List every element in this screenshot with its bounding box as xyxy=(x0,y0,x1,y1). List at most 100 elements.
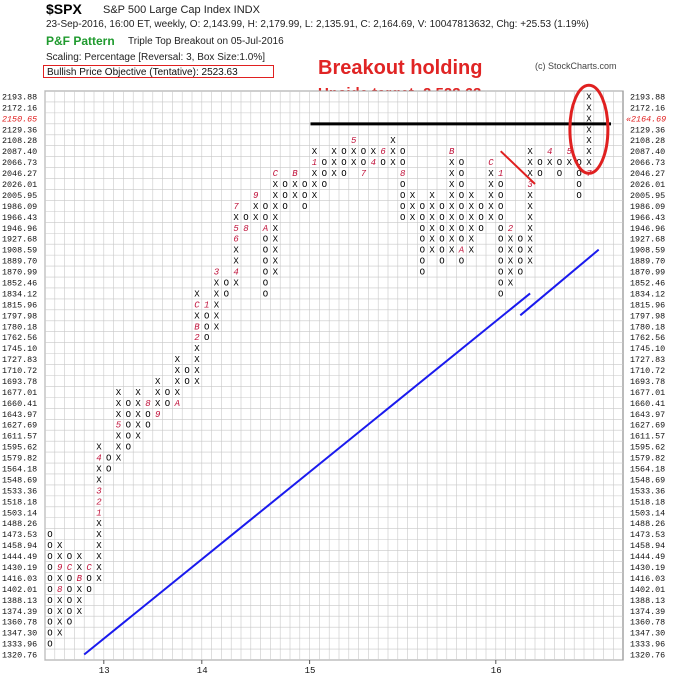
y-tick-label-left: 1727.83 xyxy=(2,355,37,365)
y-tick-label-right: 2193.88 xyxy=(630,92,665,102)
x-box: X xyxy=(586,125,592,135)
o-box: O xyxy=(478,224,483,234)
y-tick-label-left: 1660.41 xyxy=(2,399,37,409)
x-box: X xyxy=(194,344,200,354)
o-box: O xyxy=(282,180,287,190)
x-box: X xyxy=(449,191,455,201)
x-box: X xyxy=(194,355,200,365)
month-marker: C xyxy=(67,563,73,573)
o-box: O xyxy=(341,147,346,157)
o-box: O xyxy=(86,585,91,595)
x-box: X xyxy=(175,366,181,376)
month-marker: 4 xyxy=(233,268,238,278)
x-box: X xyxy=(194,311,200,321)
x-box: X xyxy=(586,136,592,146)
x-box: X xyxy=(449,180,455,190)
month-marker: 2 xyxy=(508,224,514,234)
o-box: O xyxy=(420,268,425,278)
month-marker: B xyxy=(292,169,298,179)
x-box: X xyxy=(57,607,63,617)
y-tick-label-left: 2150.65 xyxy=(2,114,37,124)
pattern-label: P&F Pattern xyxy=(46,34,115,48)
y-tick-label-left: 1347.30 xyxy=(2,629,37,639)
y-tick-label-left: 1473.53 xyxy=(2,530,37,540)
o-box: O xyxy=(420,213,425,223)
o-box: O xyxy=(498,268,503,278)
y-tick-label-right: 1374.39 xyxy=(630,607,665,617)
month-marker: A xyxy=(458,246,464,256)
month-marker: B xyxy=(77,574,83,584)
x-box: X xyxy=(233,246,239,256)
o-box: O xyxy=(47,640,52,650)
o-box: O xyxy=(204,311,209,321)
x-box: X xyxy=(331,158,337,168)
y-tick-label-left: 2172.16 xyxy=(2,103,37,113)
x-box: X xyxy=(273,235,279,245)
month-marker: A xyxy=(174,399,180,409)
x-box: X xyxy=(567,158,573,168)
y-tick-label-right: 1834.12 xyxy=(630,289,665,299)
symbol-label: $SPX xyxy=(46,1,82,17)
y-tick-label-right: 1579.82 xyxy=(630,454,665,464)
x-box: X xyxy=(449,246,455,256)
x-box: X xyxy=(135,421,141,431)
y-tick-label-right: 1347.30 xyxy=(630,629,665,639)
y-tick-label-right: 1402.01 xyxy=(630,585,665,595)
y-tick-label-left: 2026.01 xyxy=(2,180,37,190)
x-box: X xyxy=(273,202,279,212)
x-box: X xyxy=(135,432,141,442)
y-tick-label-left: 1416.03 xyxy=(2,574,37,584)
y-tick-label-right: 1986.09 xyxy=(630,202,665,212)
o-box: O xyxy=(537,158,542,168)
x-box: X xyxy=(469,191,475,201)
y-tick-label-right: 1388.13 xyxy=(630,596,665,606)
y-tick-label-left: 1986.09 xyxy=(2,202,37,212)
o-box: O xyxy=(576,191,581,201)
y-tick-label-right: 1745.10 xyxy=(630,344,665,354)
y-tick-label-right: 2172.16 xyxy=(630,103,665,113)
y-tick-label-right: 1889.70 xyxy=(630,257,665,267)
y-tick-label-left: 2005.95 xyxy=(2,191,37,201)
o-box: O xyxy=(537,169,542,179)
o-box: O xyxy=(459,169,464,179)
x-box: X xyxy=(194,289,200,299)
month-marker: 3 xyxy=(527,180,533,190)
y-tick-label-right: 1797.98 xyxy=(630,311,665,321)
month-marker: 1 xyxy=(204,300,209,310)
y-tick-label-left: 1780.18 xyxy=(2,322,37,332)
month-marker: 5 xyxy=(116,421,122,431)
x-box: X xyxy=(273,224,279,234)
y-tick-label-left: 1388.13 xyxy=(2,596,37,606)
y-tick-label-right: 1503.14 xyxy=(630,508,665,518)
y-tick-label-right: 1533.36 xyxy=(630,486,665,496)
month-marker: 1 xyxy=(312,158,317,168)
y-tick-label-right: 1488.26 xyxy=(630,519,665,529)
o-box: O xyxy=(459,191,464,201)
month-marker: 3 xyxy=(96,486,102,496)
month-marker: 1 xyxy=(96,508,101,518)
o-box: O xyxy=(518,257,523,267)
x-box: X xyxy=(116,399,122,409)
x-box: X xyxy=(488,202,494,212)
month-marker: 3 xyxy=(214,268,220,278)
x-box: X xyxy=(57,596,63,606)
x-box: X xyxy=(292,191,298,201)
x-box: X xyxy=(96,475,102,485)
o-box: O xyxy=(361,147,366,157)
quote-line: 23-Sep-2016, 16:00 ET, weekly, O: 2,143.… xyxy=(46,19,589,30)
y-tick-label-right: 1627.69 xyxy=(630,421,665,431)
o-box: O xyxy=(47,596,52,606)
y-tick-label-right: 2087.40 xyxy=(630,147,665,157)
o-box: O xyxy=(47,541,52,551)
y-tick-label-left: 2087.40 xyxy=(2,147,37,157)
x-tick-label: 15 xyxy=(305,666,316,676)
o-box: O xyxy=(126,432,131,442)
x-box: X xyxy=(57,618,63,628)
x-box: X xyxy=(508,235,514,245)
y-tick-label-right: 1710.72 xyxy=(630,366,665,376)
x-box: X xyxy=(155,399,161,409)
x-box: X xyxy=(469,235,475,245)
o-box: O xyxy=(576,169,581,179)
y-tick-label-right: 1320.76 xyxy=(630,651,665,661)
bullish-trendline xyxy=(83,292,531,656)
